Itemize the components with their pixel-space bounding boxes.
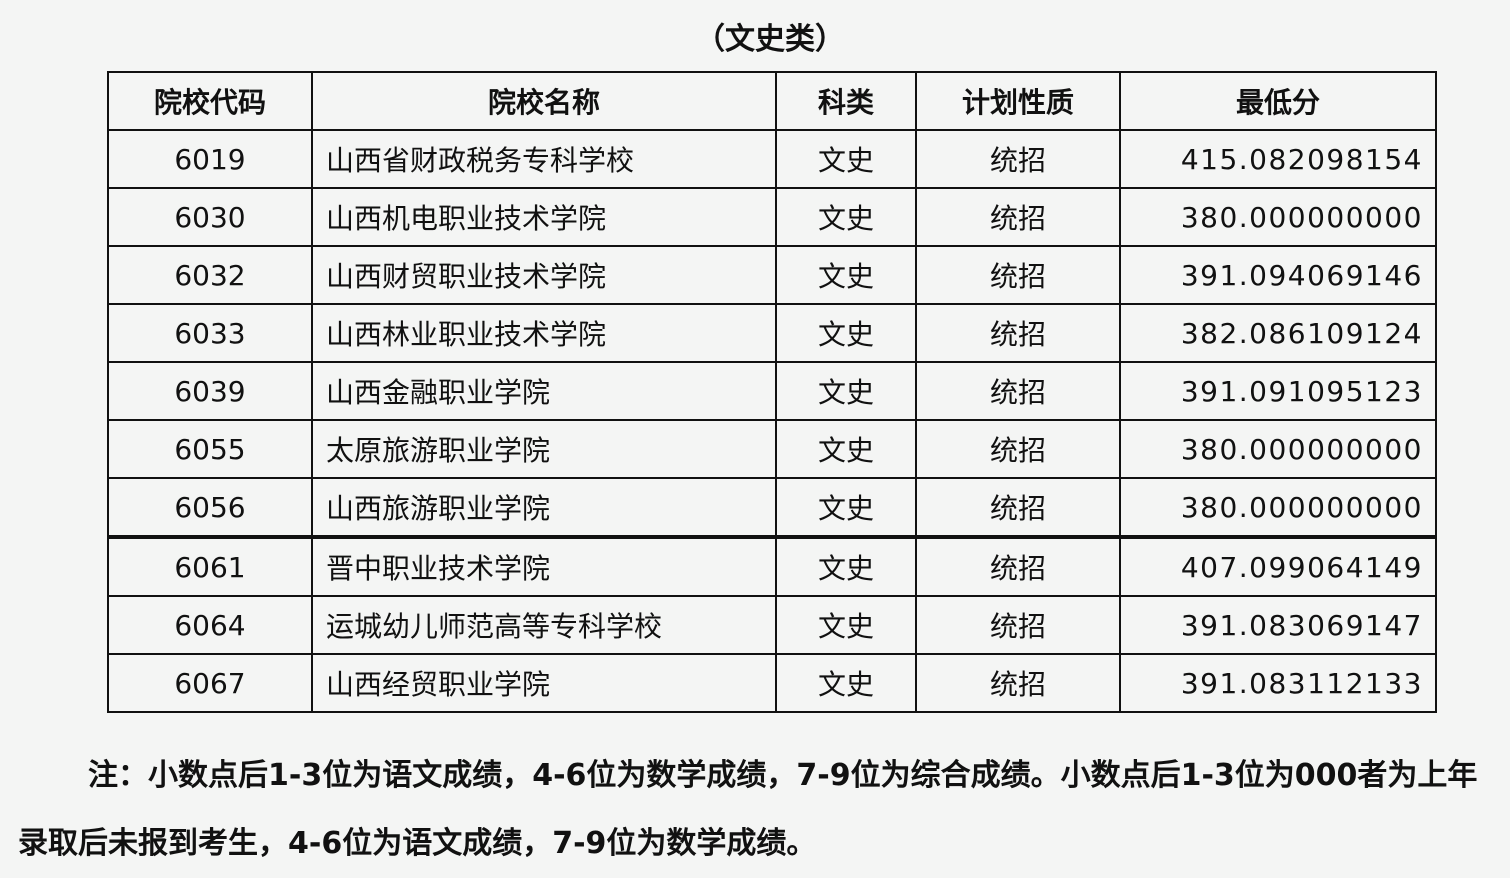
cell-code: 6055 (107, 419, 313, 479)
cell-category: 文史 (775, 187, 917, 247)
cell-code: 6061 (107, 535, 313, 597)
cell-min-score: 382.086109124 (1119, 303, 1437, 363)
cell-code: 6030 (107, 187, 313, 247)
header-plan-type: 计划性质 (915, 71, 1121, 131)
cell-code: 6019 (107, 129, 313, 189)
header-category: 科类 (775, 71, 917, 131)
cell-code: 6039 (107, 361, 313, 421)
table-row: 6030 山西机电职业技术学院 文史 统招 380.000000000 (107, 187, 1437, 247)
cell-code: 6032 (107, 245, 313, 305)
cell-category: 文史 (775, 361, 917, 421)
header-min-score: 最低分 (1119, 71, 1437, 131)
footnote: 注：小数点后1-3位为语文成绩，4-6位为数学成绩，7-9位为综合成绩。小数点后… (18, 758, 1478, 861)
cell-category: 文史 (775, 535, 917, 597)
cell-name: 山西金融职业学院 (311, 361, 777, 421)
table-row: 6056 山西旅游职业学院 文史 统招 380.000000000 (107, 477, 1437, 538)
cell-code: 6067 (107, 653, 313, 713)
table-row: 6064 运城幼儿师范高等专科学校 文史 统招 391.083069147 (107, 595, 1437, 655)
cell-min-score: 391.083069147 (1119, 595, 1437, 655)
cell-min-score: 380.000000000 (1119, 419, 1437, 479)
cell-category: 文史 (775, 303, 917, 363)
table-row: 6055 太原旅游职业学院 文史 统招 380.000000000 (107, 419, 1437, 479)
table-title: （文史类） (695, 22, 845, 57)
cell-name: 太原旅游职业学院 (311, 419, 777, 479)
cell-min-score: 391.083112133 (1119, 653, 1437, 713)
cell-plan-type: 统招 (915, 245, 1121, 305)
cell-plan-type: 统招 (915, 419, 1121, 479)
cell-name: 山西旅游职业学院 (311, 477, 777, 538)
table-row: 6067 山西经贸职业学院 文史 统招 391.083112133 (107, 653, 1437, 713)
cell-category: 文史 (775, 129, 917, 189)
header-name: 院校名称 (311, 71, 777, 131)
cell-code: 6033 (107, 303, 313, 363)
cell-category: 文史 (775, 653, 917, 713)
cell-min-score: 380.000000000 (1119, 187, 1437, 247)
header-code: 院校代码 (107, 71, 313, 131)
cell-name: 山西财贸职业技术学院 (311, 245, 777, 305)
cell-plan-type: 统招 (915, 129, 1121, 189)
cell-plan-type: 统招 (915, 303, 1121, 363)
cell-min-score: 391.091095123 (1119, 361, 1437, 421)
table-row: 6039 山西金融职业学院 文史 统招 391.091095123 (107, 361, 1437, 421)
cell-min-score: 391.094069146 (1119, 245, 1437, 305)
cell-plan-type: 统招 (915, 361, 1121, 421)
cell-name: 山西机电职业技术学院 (311, 187, 777, 247)
cell-name: 运城幼儿师范高等专科学校 (311, 595, 777, 655)
cell-name: 晋中职业技术学院 (311, 535, 777, 597)
cell-min-score: 380.000000000 (1119, 477, 1437, 538)
cell-category: 文史 (775, 595, 917, 655)
cell-plan-type: 统招 (915, 595, 1121, 655)
cell-category: 文史 (775, 245, 917, 305)
table-row: 6032 山西财贸职业技术学院 文史 统招 391.094069146 (107, 245, 1437, 305)
header-row: 院校代码 院校名称 科类 计划性质 最低分 (107, 71, 1437, 131)
table-row: 6061 晋中职业技术学院 文史 统招 407.099064149 (107, 535, 1437, 597)
table-row: 6019 山西省财政税务专科学校 文史 统招 415.082098154 (107, 129, 1437, 189)
cell-plan-type: 统招 (915, 535, 1121, 597)
cell-min-score: 415.082098154 (1119, 129, 1437, 189)
cell-plan-type: 统招 (915, 187, 1121, 247)
cell-code: 6056 (107, 477, 313, 538)
cell-plan-type: 统招 (915, 653, 1121, 713)
cell-name: 山西林业职业技术学院 (311, 303, 777, 363)
cell-code: 6064 (107, 595, 313, 655)
admission-score-table: 院校代码 院校名称 科类 计划性质 最低分 6019 山西省财政税务专科学校 文史统… (107, 71, 1437, 713)
cell-name: 山西省财政税务专科学校 (311, 129, 777, 189)
table-row: 6033 山西林业职业技术学院 文史 统招 382.086109124 (107, 303, 1437, 363)
cell-name: 山西经贸职业学院 (311, 653, 777, 713)
cell-plan-type: 统招 (915, 477, 1121, 538)
cell-min-score: 407.099064149 (1119, 535, 1437, 597)
cell-category: 文史 (775, 419, 917, 479)
cell-category: 文史 (775, 477, 917, 538)
